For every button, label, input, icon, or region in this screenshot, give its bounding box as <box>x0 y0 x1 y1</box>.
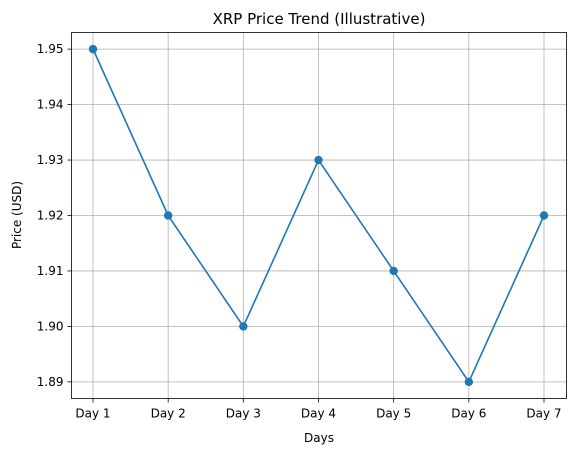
data-point <box>539 211 549 220</box>
y-tick-label: 1.95 <box>37 42 64 56</box>
y-axis-label: Price (USD) <box>10 181 24 249</box>
chart-title: XRP Price Trend (Illustrative) <box>213 10 426 28</box>
data-point <box>88 44 98 54</box>
x-axis-label: Days <box>304 431 334 445</box>
data-point <box>464 377 474 387</box>
series-layer <box>88 44 549 387</box>
x-tick-label: Day 3 <box>226 407 261 421</box>
x-tick-label: Day 7 <box>526 407 561 421</box>
y-tick-label: 1.90 <box>37 319 64 333</box>
tick-layer: Day 1 Day 2 Day 3 Day 4 Day 5 Day 6 Day 7 1.89 1… <box>37 42 562 420</box>
data-point <box>239 322 248 331</box>
x-tick-label: Day 6 <box>451 407 486 421</box>
x-tick-label: Day 4 <box>301 407 336 421</box>
data-point <box>389 266 398 276</box>
y-tick-label: 1.93 <box>37 153 64 167</box>
y-tick-label: 1.92 <box>37 209 64 223</box>
y-tick-label: 1.91 <box>37 264 64 278</box>
x-tick-label: Day 2 <box>151 407 186 421</box>
y-tick-label: 1.94 <box>37 98 64 112</box>
data-point <box>163 211 173 220</box>
y-tick-label: 1.89 <box>37 375 64 389</box>
data-point <box>314 155 323 165</box>
grid-layer <box>71 32 567 399</box>
x-tick-label: Day 5 <box>376 407 411 421</box>
x-tick-label: Day 1 <box>75 407 110 421</box>
